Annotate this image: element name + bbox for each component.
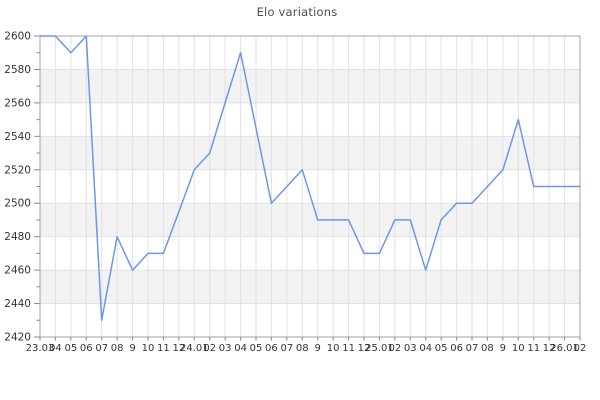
y-tick-label: 2540 [4,131,31,143]
y-tick-label: 2500 [4,198,31,210]
x-tick-label: 05 [250,343,263,354]
y-tick-label: 2520 [4,164,31,176]
x-tick-label: 08 [111,343,124,354]
x-tick-label: 02 [574,343,587,354]
x-tick-label: 04 [419,343,432,354]
plot-band [40,203,580,237]
x-tick-label: 12 [543,343,556,354]
x-tick-label: 06 [265,343,278,354]
y-tick-label: 2560 [4,97,31,109]
x-tick-label: 03 [219,343,232,354]
x-tick-label: 11 [527,343,540,354]
plot-band [40,270,580,304]
x-tick-label: 05 [64,343,77,354]
x-tick-label: 06 [80,343,93,354]
x-tick-label: 05 [435,343,448,354]
x-tick-label: 06 [450,343,463,354]
x-tick-label: 10 [327,343,340,354]
x-tick-label: 9 [129,343,135,354]
x-tick-label: 24.01 [180,343,209,354]
x-tick-label: 04 [49,343,62,354]
x-tick-label: 10 [142,343,155,354]
x-tick-label: 12 [172,343,185,354]
y-tick-label: 2420 [4,332,31,344]
x-tick-label: 07 [280,343,293,354]
x-tick-label: 04 [234,343,247,354]
x-tick-label: 12 [358,343,371,354]
x-tick-label: 11 [342,343,355,354]
x-tick-label: 11 [157,343,170,354]
x-tick-label: 26.01 [550,343,579,354]
plot-band [40,136,580,170]
x-tick-label: 08 [481,343,494,354]
x-tick-label: 07 [95,343,108,354]
x-tick-label: 25.01 [365,343,394,354]
y-tick-label: 2580 [4,64,31,76]
x-tick-label: 02 [388,343,401,354]
chart-title: Elo variations [256,5,338,19]
x-tick-label: 08 [296,343,309,354]
x-tick-label: 03 [404,343,417,354]
y-tick-label: 2600 [4,31,31,43]
series-line [39,35,581,322]
x-tick-label: 07 [466,343,479,354]
y-tick-label: 2440 [4,298,31,310]
x-tick-label: 9 [500,343,506,354]
plot-band [40,69,580,103]
x-tick-label: 10 [512,343,525,354]
y-tick-label: 2480 [4,231,31,243]
x-tick-label: 02 [203,343,216,354]
y-tick-label: 2460 [4,265,31,277]
x-tick-label: 23.03 [26,343,55,354]
x-tick-label: 9 [315,343,321,354]
